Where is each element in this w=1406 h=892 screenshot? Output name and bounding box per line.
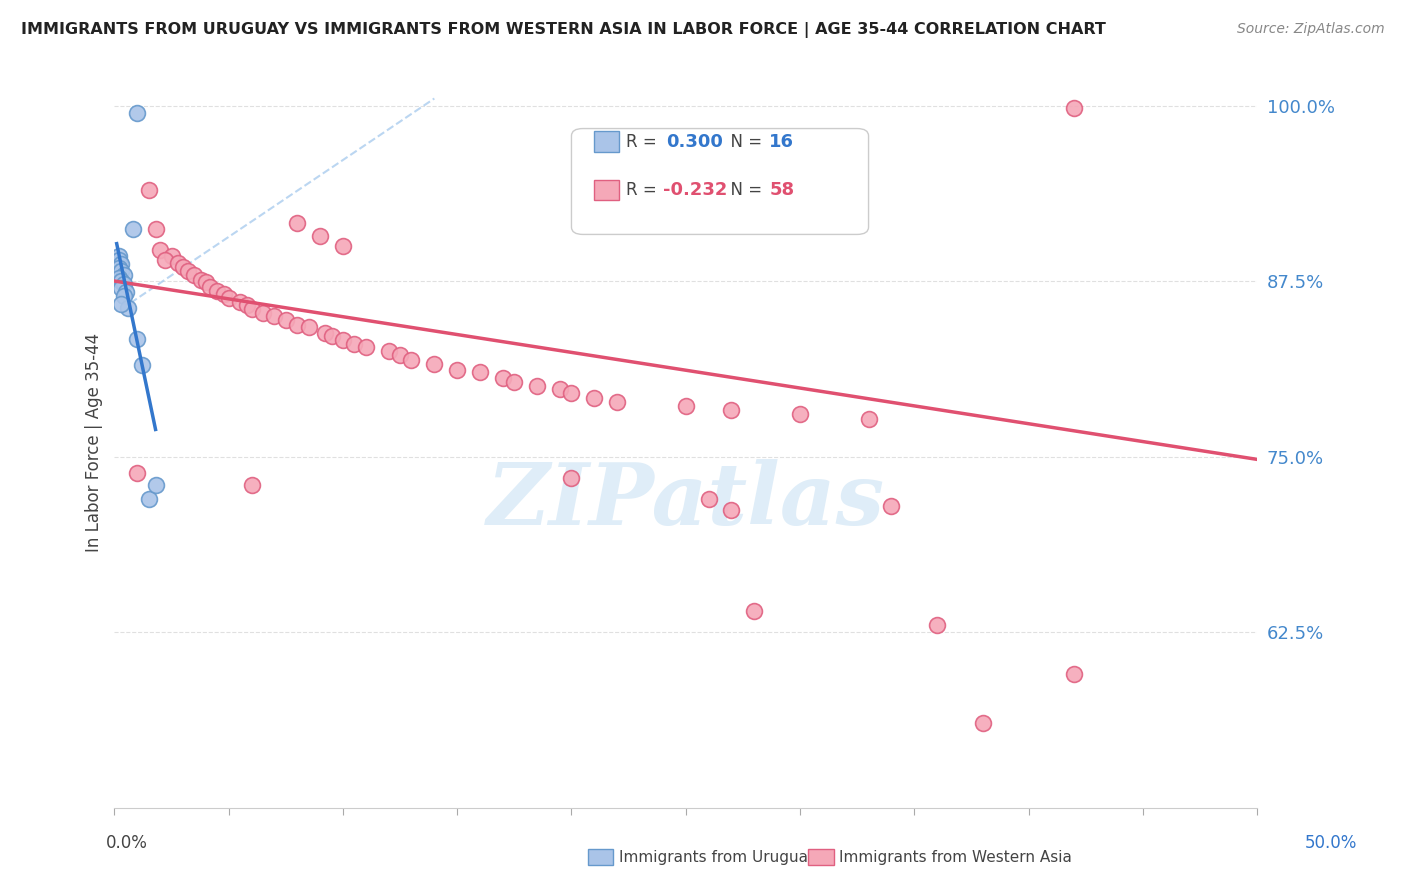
Point (112, 268, 135, 283)
Text: R =: R = (626, 133, 662, 151)
Point (190, 273, 212, 287)
Point (110, 296, 132, 310)
Point (108, 261, 131, 276)
Text: IMMIGRANTS FROM URUGUAY VS IMMIGRANTS FROM WESTERN ASIA IN LABOR FORCE | AGE 35-: IMMIGRANTS FROM URUGUAY VS IMMIGRANTS FR… (21, 22, 1107, 38)
Point (332, 239, 354, 253)
Point (153, 252, 176, 267)
Point (218, 291, 240, 305)
Text: Source: ZipAtlas.com: Source: ZipAtlas.com (1237, 22, 1385, 37)
Point (127, 332, 149, 346)
Point (354, 340, 377, 354)
Point (108, 271, 131, 285)
Point (606, 394, 628, 409)
Point (972, 716, 994, 731)
Point (110, 264, 132, 278)
Point (1063, 101, 1085, 115)
Point (207, 284, 229, 298)
Point (343, 337, 366, 351)
FancyBboxPatch shape (595, 131, 620, 152)
Point (240, 302, 263, 317)
Point (263, 309, 285, 323)
Point (321, 328, 343, 343)
Point (138, 183, 160, 197)
Point (127, 467, 149, 481)
Text: 0.0%: 0.0% (105, 834, 148, 852)
Point (285, 217, 308, 231)
Point (401, 352, 423, 367)
Point (200, 279, 222, 293)
Point (212, 286, 235, 301)
Point (121, 222, 143, 236)
Point (927, 618, 949, 632)
Point (138, 491, 160, 506)
Point (252, 306, 274, 320)
Point (112, 277, 135, 291)
Point (332, 333, 354, 347)
Point (110, 281, 132, 295)
Point (127, 105, 149, 120)
Point (112, 289, 135, 303)
Point (560, 386, 582, 401)
Point (236, 298, 259, 312)
Point (131, 359, 153, 373)
Text: -0.232: -0.232 (662, 181, 727, 199)
Point (720, 503, 742, 517)
Text: 58: 58 (769, 181, 794, 199)
Point (583, 391, 606, 405)
Point (675, 399, 697, 413)
Text: R =: R = (626, 181, 662, 199)
Point (309, 229, 332, 244)
Point (167, 256, 190, 270)
FancyBboxPatch shape (595, 179, 620, 200)
Point (240, 477, 263, 491)
Point (492, 371, 515, 385)
Point (526, 379, 548, 393)
Point (314, 326, 336, 340)
Point (145, 477, 167, 491)
Text: 16: 16 (769, 133, 794, 151)
Point (423, 357, 446, 371)
Point (560, 470, 582, 484)
Point (697, 491, 720, 506)
Point (194, 276, 217, 290)
Point (285, 318, 308, 332)
Text: N =: N = (720, 133, 768, 151)
Point (172, 260, 194, 274)
Point (176, 264, 198, 278)
Point (108, 252, 131, 267)
Point (548, 382, 571, 396)
Point (160, 249, 183, 263)
Point (446, 362, 468, 376)
Point (389, 349, 412, 363)
Point (110, 257, 132, 271)
Point (117, 301, 139, 315)
Point (880, 499, 903, 513)
Point (468, 365, 491, 379)
Text: 0.300: 0.300 (666, 133, 723, 151)
Point (183, 268, 205, 283)
FancyBboxPatch shape (571, 128, 869, 235)
Text: ZIPatlas: ZIPatlas (486, 459, 884, 542)
Text: Immigrants from Western Asia: Immigrants from Western Asia (839, 850, 1073, 864)
Point (145, 222, 167, 236)
Point (742, 604, 765, 618)
Text: N =: N = (720, 181, 768, 199)
Point (298, 320, 321, 334)
Point (377, 344, 399, 359)
Point (110, 274, 132, 288)
Point (229, 295, 252, 310)
Text: Immigrants from Uruguay: Immigrants from Uruguay (619, 850, 817, 864)
Point (720, 403, 742, 417)
Point (274, 313, 297, 327)
Point (789, 408, 811, 422)
Text: 50.0%: 50.0% (1305, 834, 1357, 852)
Point (858, 411, 880, 425)
Point (115, 285, 138, 300)
Point (1063, 667, 1085, 681)
Point (108, 249, 131, 263)
Point (149, 243, 172, 257)
Point (503, 375, 526, 389)
Y-axis label: In Labor Force | Age 35-44: In Labor Force | Age 35-44 (86, 333, 103, 552)
